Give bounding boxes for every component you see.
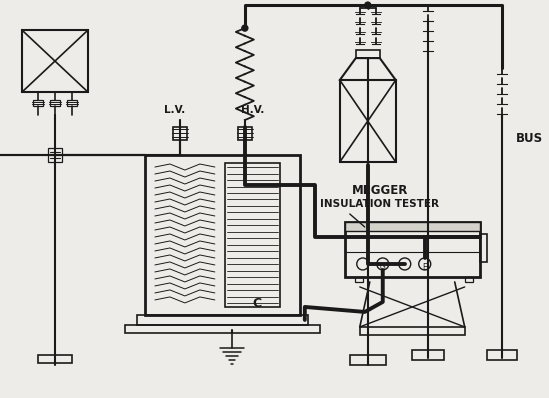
Text: C: C — [253, 297, 262, 310]
Circle shape — [242, 25, 248, 31]
Bar — [345, 222, 480, 231]
Bar — [238, 127, 252, 140]
Bar — [480, 234, 487, 262]
Bar — [225, 163, 280, 307]
Bar — [412, 350, 444, 360]
Bar — [464, 277, 473, 282]
Bar — [360, 327, 464, 335]
Bar — [67, 100, 77, 106]
Bar — [356, 50, 380, 58]
Bar — [125, 325, 320, 333]
Bar — [173, 127, 187, 140]
Text: L.V.: L.V. — [164, 105, 185, 115]
Circle shape — [365, 2, 371, 8]
Bar — [50, 100, 60, 106]
Bar — [345, 222, 480, 277]
Bar — [145, 155, 300, 315]
Text: BUS: BUS — [516, 131, 543, 144]
Bar — [487, 350, 517, 360]
Text: G: G — [380, 263, 386, 272]
Bar — [340, 80, 396, 162]
Bar — [22, 30, 88, 92]
Bar — [48, 148, 62, 162]
Bar — [33, 100, 43, 106]
Bar — [137, 315, 308, 325]
Text: H.V.: H.V. — [241, 105, 264, 115]
Text: E: E — [422, 263, 427, 272]
Text: MEGGER: MEGGER — [351, 184, 408, 197]
Bar — [38, 355, 72, 363]
Bar — [355, 277, 363, 282]
Text: INSULATION TESTER: INSULATION TESTER — [320, 199, 439, 209]
Bar — [350, 355, 386, 365]
